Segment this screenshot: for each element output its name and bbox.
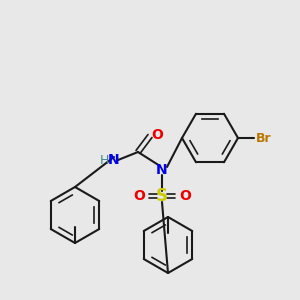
Text: O: O (151, 128, 163, 142)
Text: O: O (179, 189, 191, 203)
Text: N: N (156, 163, 168, 177)
Text: H: H (99, 154, 109, 166)
Text: N: N (108, 153, 120, 167)
Text: S: S (156, 187, 168, 205)
Text: Br: Br (256, 131, 272, 145)
Text: O: O (133, 189, 145, 203)
